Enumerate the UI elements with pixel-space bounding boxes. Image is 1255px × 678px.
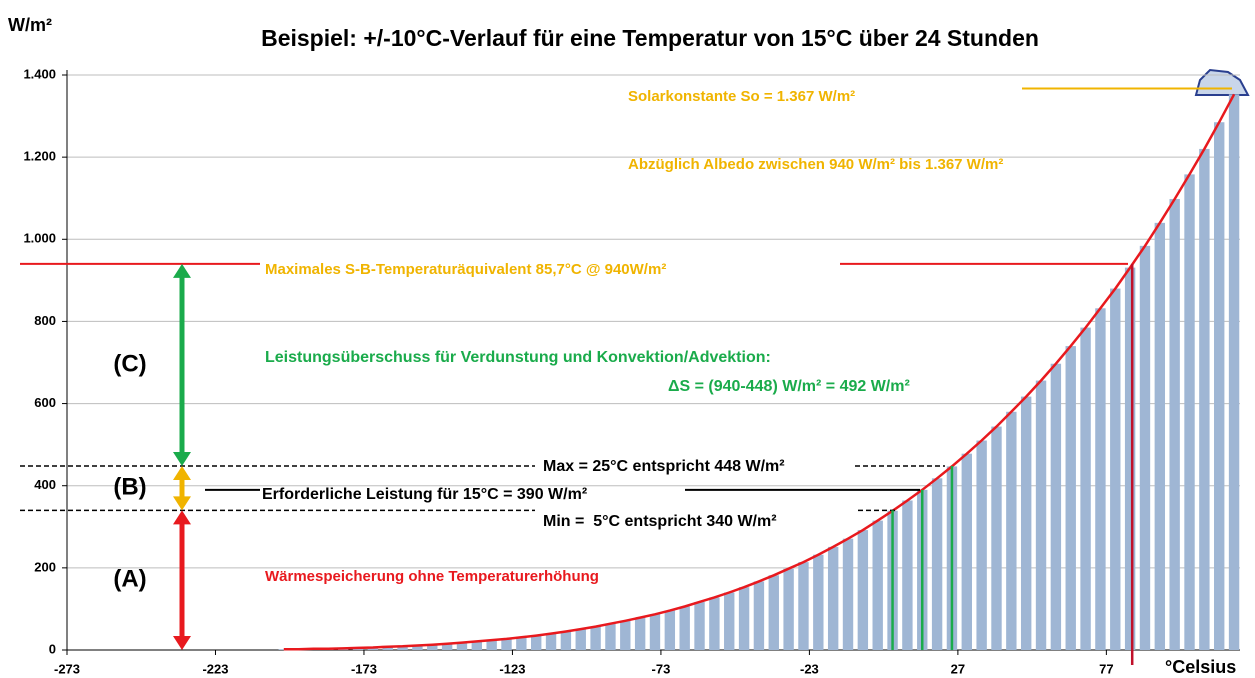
bar — [1021, 397, 1031, 650]
y-tick-label: 800 — [34, 313, 56, 328]
annotation: Min = 5°C entspricht 340 W/m² — [543, 513, 777, 530]
bar — [1036, 381, 1046, 650]
y-axis-label: W/m² — [8, 15, 52, 35]
y-tick-label: 1.200 — [23, 149, 56, 164]
bar — [813, 555, 823, 650]
range-label: (A) — [113, 566, 146, 593]
bar — [1229, 94, 1239, 650]
bar — [501, 639, 511, 650]
y-tick-label: 200 — [34, 559, 56, 574]
bar — [516, 637, 526, 650]
x-tick-label: -223 — [202, 661, 228, 676]
bar — [1080, 328, 1090, 650]
x-axis-label: °Celsius — [1165, 657, 1236, 677]
bar — [694, 602, 704, 650]
arrow-head — [173, 510, 191, 524]
y-tick-label: 1.000 — [23, 231, 56, 246]
bar — [665, 611, 675, 650]
arrow-head — [173, 636, 191, 650]
x-tick-label: -123 — [499, 661, 525, 676]
curve — [284, 94, 1234, 649]
x-tick-label: 77 — [1099, 661, 1113, 676]
bar — [962, 454, 972, 650]
bar — [590, 627, 600, 650]
bar — [1169, 199, 1179, 650]
bar — [546, 634, 556, 650]
arrow-head — [173, 452, 191, 466]
annotation: Max = 25°C entspricht 448 W/m² — [543, 458, 785, 475]
bar — [576, 629, 586, 650]
bar — [561, 632, 571, 650]
y-tick-label: 1.400 — [23, 66, 56, 81]
annotation: Erforderliche Leistung für 15°C = 390 W/… — [262, 486, 587, 503]
bar — [1066, 346, 1076, 650]
x-tick-label: -273 — [54, 661, 80, 676]
bar — [769, 575, 779, 650]
y-tick-label: 400 — [34, 477, 56, 492]
bar — [605, 624, 615, 650]
bar — [1199, 149, 1209, 650]
page: Beispiel: +/-10°C-Verlauf für eine Tempe… — [0, 0, 1255, 678]
bar — [991, 427, 1001, 650]
logo-shape — [1196, 70, 1248, 95]
annotation: ΔS = (940-448) W/m² = 492 W/m² — [668, 378, 910, 395]
arrow-head — [173, 264, 191, 278]
bar — [932, 478, 942, 650]
x-tick-label: -23 — [800, 661, 819, 676]
bar — [1214, 122, 1224, 650]
x-tick-label: 27 — [951, 661, 965, 676]
bar — [873, 521, 883, 650]
bar — [1006, 412, 1016, 650]
x-tick-label: -173 — [351, 661, 377, 676]
range-label: (B) — [113, 474, 146, 501]
bar — [620, 621, 630, 650]
chart-title: Beispiel: +/-10°C-Verlauf für eine Tempe… — [261, 25, 1039, 51]
bar — [902, 501, 912, 651]
bar — [754, 581, 764, 650]
logo — [1196, 70, 1248, 95]
bar — [635, 618, 645, 650]
annotation: Wärmespeicherung ohne Temperaturerhöhung — [265, 568, 599, 585]
bar — [1125, 268, 1135, 650]
bar — [783, 569, 793, 650]
annotation: Solarkonstante So = 1.367 W/m² — [628, 88, 855, 105]
bar — [843, 539, 853, 650]
bar — [650, 614, 660, 650]
annotation: Leistungsüberschuss für Verdunstung und … — [265, 349, 771, 366]
bar — [828, 547, 838, 650]
x-tick-label: -73 — [652, 661, 671, 676]
bar — [531, 636, 541, 650]
bar — [976, 441, 986, 650]
chart: Beispiel: +/-10°C-Verlauf für eine Tempe… — [0, 0, 1255, 678]
annotation: Abzüglich Albedo zwischen 940 W/m² bis 1… — [628, 156, 1003, 173]
bar — [1110, 289, 1120, 650]
arrow-head — [173, 466, 191, 480]
bar — [1140, 246, 1150, 650]
bar — [858, 530, 868, 650]
range-label: (C) — [113, 350, 146, 377]
bar — [1095, 308, 1105, 650]
bar — [739, 587, 749, 650]
arrow-head — [173, 496, 191, 510]
bar — [1051, 364, 1061, 650]
bar — [709, 597, 719, 650]
y-tick-label: 600 — [34, 395, 56, 410]
annotation: Maximales S-B-Temperaturäquivalent 85,7°… — [265, 261, 666, 278]
y-tick-label: 0 — [49, 641, 56, 656]
bar — [1155, 223, 1165, 650]
bar — [724, 593, 734, 651]
bar — [679, 606, 689, 650]
bar — [1184, 174, 1194, 650]
bar — [798, 562, 808, 650]
